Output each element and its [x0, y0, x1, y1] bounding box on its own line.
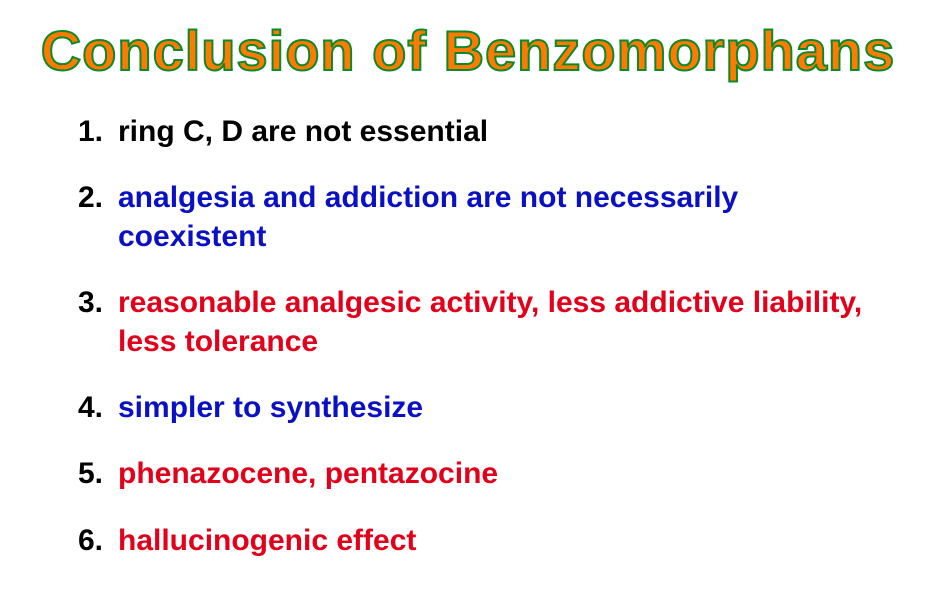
slide: Conclusion of Benzomorphans 1. ring C, D…	[0, 0, 936, 598]
item-number: 2.	[78, 179, 118, 217]
list-item: 5. phenazocene, pentazocine	[78, 455, 872, 493]
item-text: phenazocene, pentazocine	[118, 455, 872, 493]
list-item: 4. simpler to synthesize	[78, 389, 872, 427]
conclusion-list: 1. ring C, D are not essential 2. analge…	[0, 113, 936, 560]
item-number: 3.	[78, 284, 118, 322]
item-text: reasonable analgesic activity, less addi…	[118, 284, 872, 361]
list-item: 6. hallucinogenic effect	[78, 522, 872, 560]
item-number: 5.	[78, 455, 118, 493]
list-item: 2. analgesia and addiction are not neces…	[78, 179, 872, 256]
item-text: ring C, D are not essential	[118, 113, 872, 151]
item-number: 6.	[78, 522, 118, 560]
item-text: analgesia and addiction are not necessar…	[118, 179, 872, 256]
item-text: hallucinogenic effect	[118, 522, 872, 560]
item-text: simpler to synthesize	[118, 389, 872, 427]
item-number: 1.	[78, 113, 118, 151]
list-item: 3. reasonable analgesic activity, less a…	[78, 284, 872, 361]
slide-title: Conclusion of Benzomorphans	[0, 18, 936, 83]
list-item: 1. ring C, D are not essential	[78, 113, 872, 151]
item-number: 4.	[78, 389, 118, 427]
